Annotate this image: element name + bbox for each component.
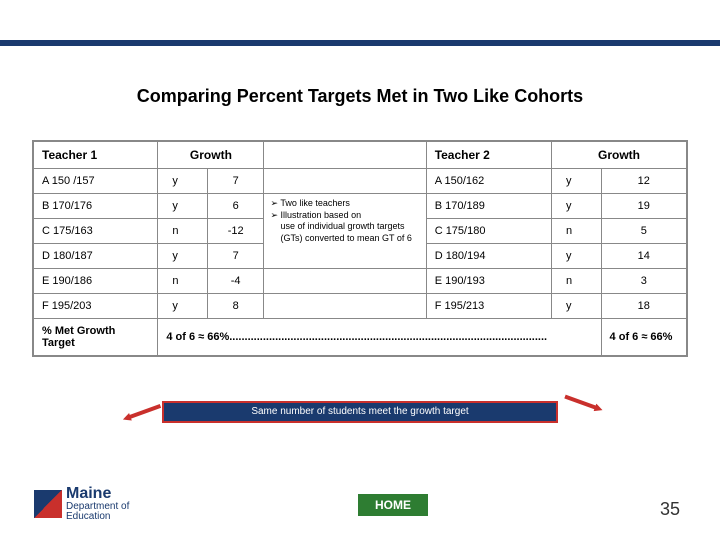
home-button[interactable]: HOME	[358, 494, 428, 516]
cell-yn2: y	[552, 244, 602, 269]
cell-t1: E 190/186	[34, 269, 158, 294]
cell-g2: 18	[601, 294, 686, 319]
note-sub: use of individual growth targets (GTs) c…	[280, 221, 419, 244]
cell-mid	[264, 269, 426, 294]
cell-t2: E 190/193	[426, 269, 551, 294]
table-row: B 170/176 y 6 Two like teachers Illustra…	[34, 194, 687, 219]
col-growth2: Growth	[552, 142, 687, 169]
cell-t2: A 150/162	[426, 169, 551, 194]
cell-g1: -12	[207, 219, 264, 244]
cell-g2: 3	[601, 269, 686, 294]
page-number: 35	[660, 499, 680, 520]
logo-edu: Education	[66, 512, 129, 522]
cell-t2: C 175/180	[426, 219, 551, 244]
table-row: A 150 /157 y 7 A 150/162 y 12	[34, 169, 687, 194]
note-cell: Two like teachers Illustration based on …	[264, 194, 426, 269]
logo-brand: Maine	[66, 486, 129, 502]
cell-g1: 8	[207, 294, 264, 319]
cell-t1: C 175/163	[34, 219, 158, 244]
table-row: E 190/186 n -4 E 190/193 n 3	[34, 269, 687, 294]
summary-row: % Met Growth Target 4 of 6 ≈ 66%........…	[34, 319, 687, 356]
col-spacer	[264, 142, 426, 169]
cell-t1: D 180/187	[34, 244, 158, 269]
summary-dots: ........................................…	[229, 331, 547, 343]
cell-g2: 19	[601, 194, 686, 219]
col-growth1: Growth	[158, 142, 264, 169]
summary-left: 4 of 6 ≈ 66%	[166, 331, 229, 343]
cell-g2: 5	[601, 219, 686, 244]
summary-center: 4 of 6 ≈ 66%............................…	[158, 319, 601, 356]
cell-g2: 14	[601, 244, 686, 269]
note-line1: Two like teachers	[270, 198, 419, 210]
comparison-table: Teacher 1 Growth Teacher 2 Growth A 150 …	[32, 140, 688, 357]
summary-label: % Met Growth Target	[34, 319, 158, 356]
cell-yn1: n	[158, 219, 207, 244]
arrow-left-icon	[120, 397, 160, 418]
banner-note: Same number of students meet the growth …	[162, 401, 558, 423]
cell-mid	[264, 294, 426, 319]
cell-t2: D 180/194	[426, 244, 551, 269]
logo-mark-icon	[34, 490, 62, 518]
col-teacher2: Teacher 2	[426, 142, 551, 169]
cell-g1: 7	[207, 169, 264, 194]
cell-g1: 7	[207, 244, 264, 269]
cell-t2: F 195/213	[426, 294, 551, 319]
cell-yn2: y	[552, 169, 602, 194]
cell-yn1: n	[158, 269, 207, 294]
cell-t1: A 150 /157	[34, 169, 158, 194]
cell-yn1: y	[158, 194, 207, 219]
slide-title: Comparing Percent Targets Met in Two Lik…	[0, 86, 720, 107]
cell-mid	[264, 169, 426, 194]
cell-g2: 12	[601, 169, 686, 194]
table-row: F 195/203 y 8 F 195/213 y 18	[34, 294, 687, 319]
cell-yn1: y	[158, 244, 207, 269]
cell-t1: F 195/203	[34, 294, 158, 319]
cell-yn2: n	[552, 219, 602, 244]
table-header-row: Teacher 1 Growth Teacher 2 Growth	[34, 142, 687, 169]
cell-t1: B 170/176	[34, 194, 158, 219]
cell-t2: B 170/189	[426, 194, 551, 219]
col-teacher1: Teacher 1	[34, 142, 158, 169]
cell-yn1: y	[158, 294, 207, 319]
header-rule	[0, 40, 720, 46]
logo-text: Maine Department of Education	[66, 486, 129, 522]
arrow-right-icon	[562, 397, 602, 418]
cell-g1: 6	[207, 194, 264, 219]
cell-yn2: n	[552, 269, 602, 294]
cell-g1: -4	[207, 269, 264, 294]
cell-yn2: y	[552, 294, 602, 319]
cell-yn1: y	[158, 169, 207, 194]
cell-yn2: y	[552, 194, 602, 219]
maine-doe-logo: Maine Department of Education	[34, 486, 129, 522]
note-line2: Illustration based on	[281, 210, 362, 220]
summary-right: 4 of 6 ≈ 66%	[601, 319, 686, 356]
